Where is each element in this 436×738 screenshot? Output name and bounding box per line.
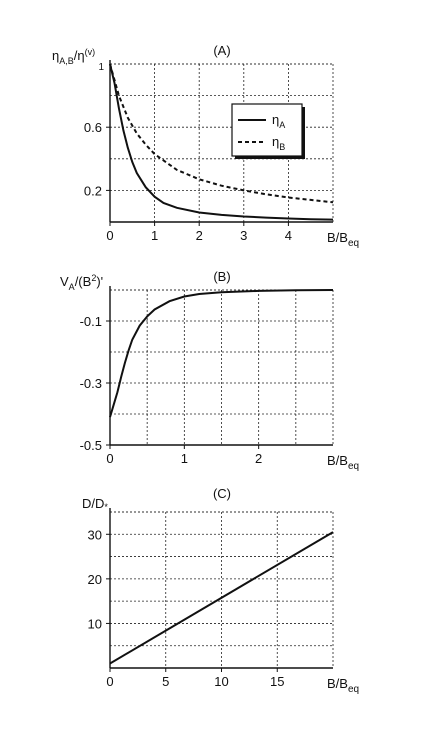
x-tick-label: 1: [151, 228, 158, 243]
x-tick-label: 1: [181, 451, 188, 466]
legend-box: [231, 103, 303, 157]
y-tick-label: -0.5: [80, 438, 102, 453]
y-axis-label-sub: A,B: [59, 56, 74, 66]
x-axis-label: B/Beq: [327, 453, 359, 472]
panel-c: (C) 0 5 10 15 10 20 30 B/Beq D/D*: [82, 486, 359, 695]
x-tick-label: 2: [255, 451, 262, 466]
y-axis-label-sup: (v): [85, 47, 96, 57]
legend-label-main: η: [272, 112, 279, 127]
x-tick-label: 0: [106, 451, 113, 466]
y-tick-label: 0.6: [84, 120, 102, 135]
y-axis-label-sub: A: [69, 282, 75, 292]
series-line-1: [109, 289, 334, 418]
y-tick-label: 10: [88, 616, 102, 631]
legend-label-main: η: [272, 134, 279, 149]
series-line-2: [109, 63, 334, 204]
legend-label-2: ηB: [272, 134, 285, 152]
series-line-1: [109, 531, 334, 665]
x-tick-label: 3: [240, 228, 247, 243]
y-tick-label: -0.3: [80, 376, 102, 391]
x-axis-label: B/Beq: [327, 676, 359, 695]
x-tick-label: 0: [106, 674, 113, 689]
x-axis-label-sub: eq: [348, 684, 359, 695]
y-axis-label-main: V: [60, 274, 69, 289]
y-axis-label-mid: /η: [74, 48, 85, 63]
x-tick-label: 4: [285, 228, 292, 243]
x-tick-label: 5: [162, 674, 169, 689]
x-tick-label: 2: [196, 228, 203, 243]
x-axis-label-sub: eq: [348, 461, 359, 472]
x-axis-label: B/Beq: [327, 230, 359, 249]
legend-label-1: ηA: [272, 112, 285, 130]
y-axis-label-main: D/D: [82, 496, 104, 511]
x-axis-label-sub: eq: [348, 238, 359, 249]
y-axis-label-main: η: [52, 48, 59, 63]
panel-title: (B): [213, 269, 230, 284]
y-tick-label: 30: [88, 527, 102, 542]
legend-label-sub: A: [279, 120, 285, 130]
y-axis-label: ηA,B/η(v): [52, 47, 95, 66]
y-axis-label: D/D*: [82, 496, 108, 512]
x-axis-label-main: B/B: [327, 230, 348, 245]
x-tick-label: 10: [214, 674, 228, 689]
y-axis-label-end: )': [96, 274, 103, 289]
legend-label-sub: B: [279, 142, 285, 152]
y-tick-label: 20: [88, 572, 102, 587]
y-top-label: 1: [98, 62, 104, 73]
y-axis-label-sup: 2: [91, 273, 96, 283]
panel-title: (C): [213, 486, 231, 501]
y-tick-label: -0.1: [80, 314, 102, 329]
y-tick-label: 0.2: [84, 183, 102, 198]
series-line-1: [109, 63, 334, 221]
x-tick-label: 15: [270, 674, 284, 689]
x-tick-label: 0: [106, 228, 113, 243]
y-axis-label: VA/(B2)': [60, 273, 103, 292]
panel-title: (A): [213, 43, 230, 58]
y-axis-label-sub: *: [104, 502, 108, 512]
y-axis-label-mid: /(B: [75, 274, 92, 289]
x-axis-label-main: B/B: [327, 453, 348, 468]
x-axis-label-main: B/B: [327, 676, 348, 691]
